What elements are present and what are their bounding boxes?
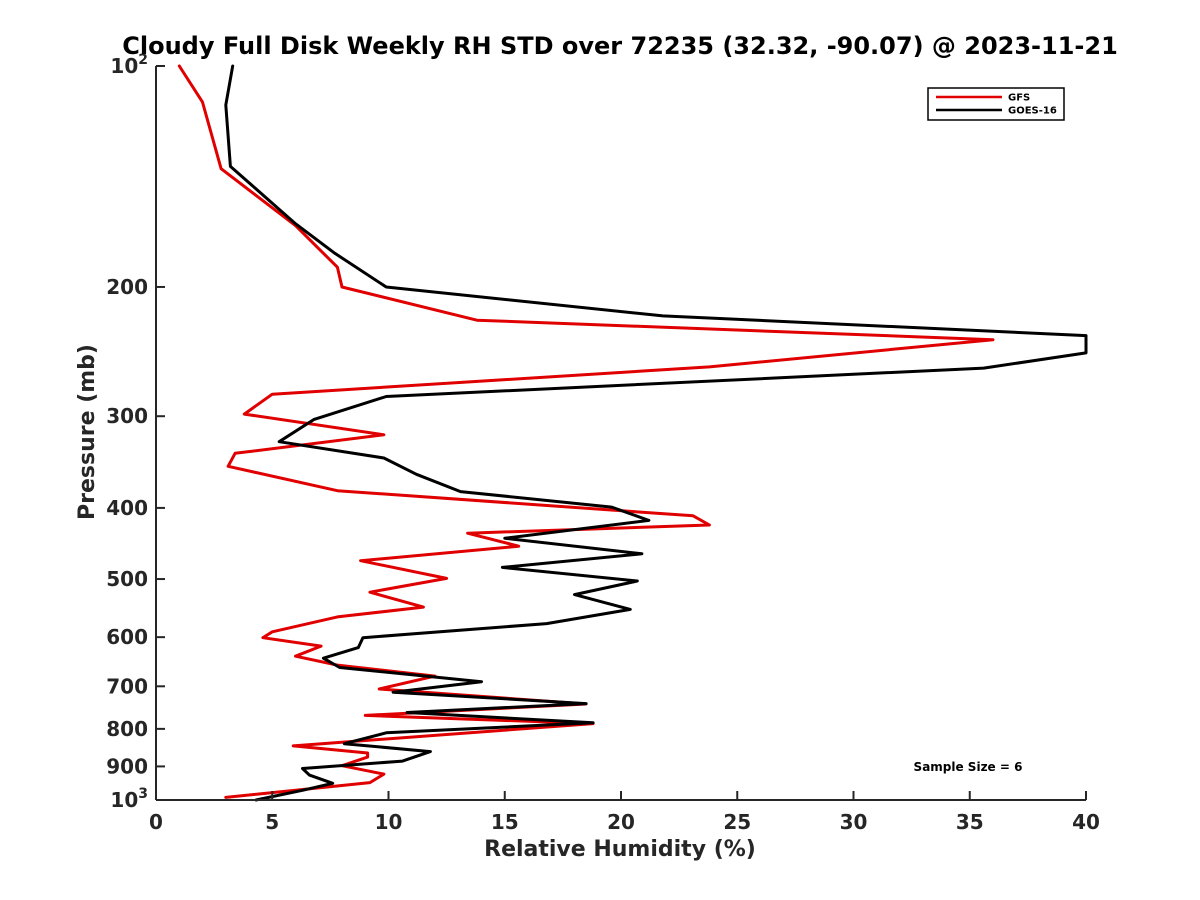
x-tick-label: 5 — [265, 810, 279, 834]
x-tick-label: 15 — [491, 810, 519, 834]
x-tick-label: 20 — [607, 810, 635, 834]
chart-title: Cloudy Full Disk Weekly RH STD over 7223… — [122, 32, 1118, 60]
legend-label: GOES-16 — [1008, 106, 1057, 117]
x-axis-label: Relative Humidity (%) — [484, 837, 756, 862]
x-tick-label: 30 — [840, 810, 868, 834]
legend-label: GFS — [1008, 93, 1030, 104]
x-tick-label: 40 — [1072, 810, 1100, 834]
legend: GFS GOES-16 — [927, 87, 1065, 121]
y-tick-label: 200 — [106, 275, 148, 299]
y-tick-label: 700 — [106, 674, 148, 698]
legend-box — [927, 87, 1065, 121]
series-line-gfs — [177, 64, 995, 799]
series-line-goes-16 — [224, 64, 1088, 802]
x-tick-label: 35 — [956, 810, 984, 834]
y-tick-label: 900 — [106, 754, 148, 778]
y-tick-label: 102 — [110, 52, 148, 78]
sample-size-annotation: Sample Size = 6 — [914, 760, 1023, 774]
x-tick-label: 0 — [149, 810, 163, 834]
y-axis-label: Pressure (mb) — [75, 344, 100, 520]
y-tick-label: 600 — [106, 625, 148, 649]
x-tick-label: 10 — [375, 810, 403, 834]
y-tick-label: 103 — [110, 786, 148, 812]
y-tick-label: 500 — [106, 567, 148, 591]
y-tick-label: 800 — [106, 717, 148, 741]
y-tick-label: 300 — [106, 404, 148, 428]
x-tick-label: 25 — [723, 810, 751, 834]
y-tick-label: 400 — [106, 496, 148, 520]
